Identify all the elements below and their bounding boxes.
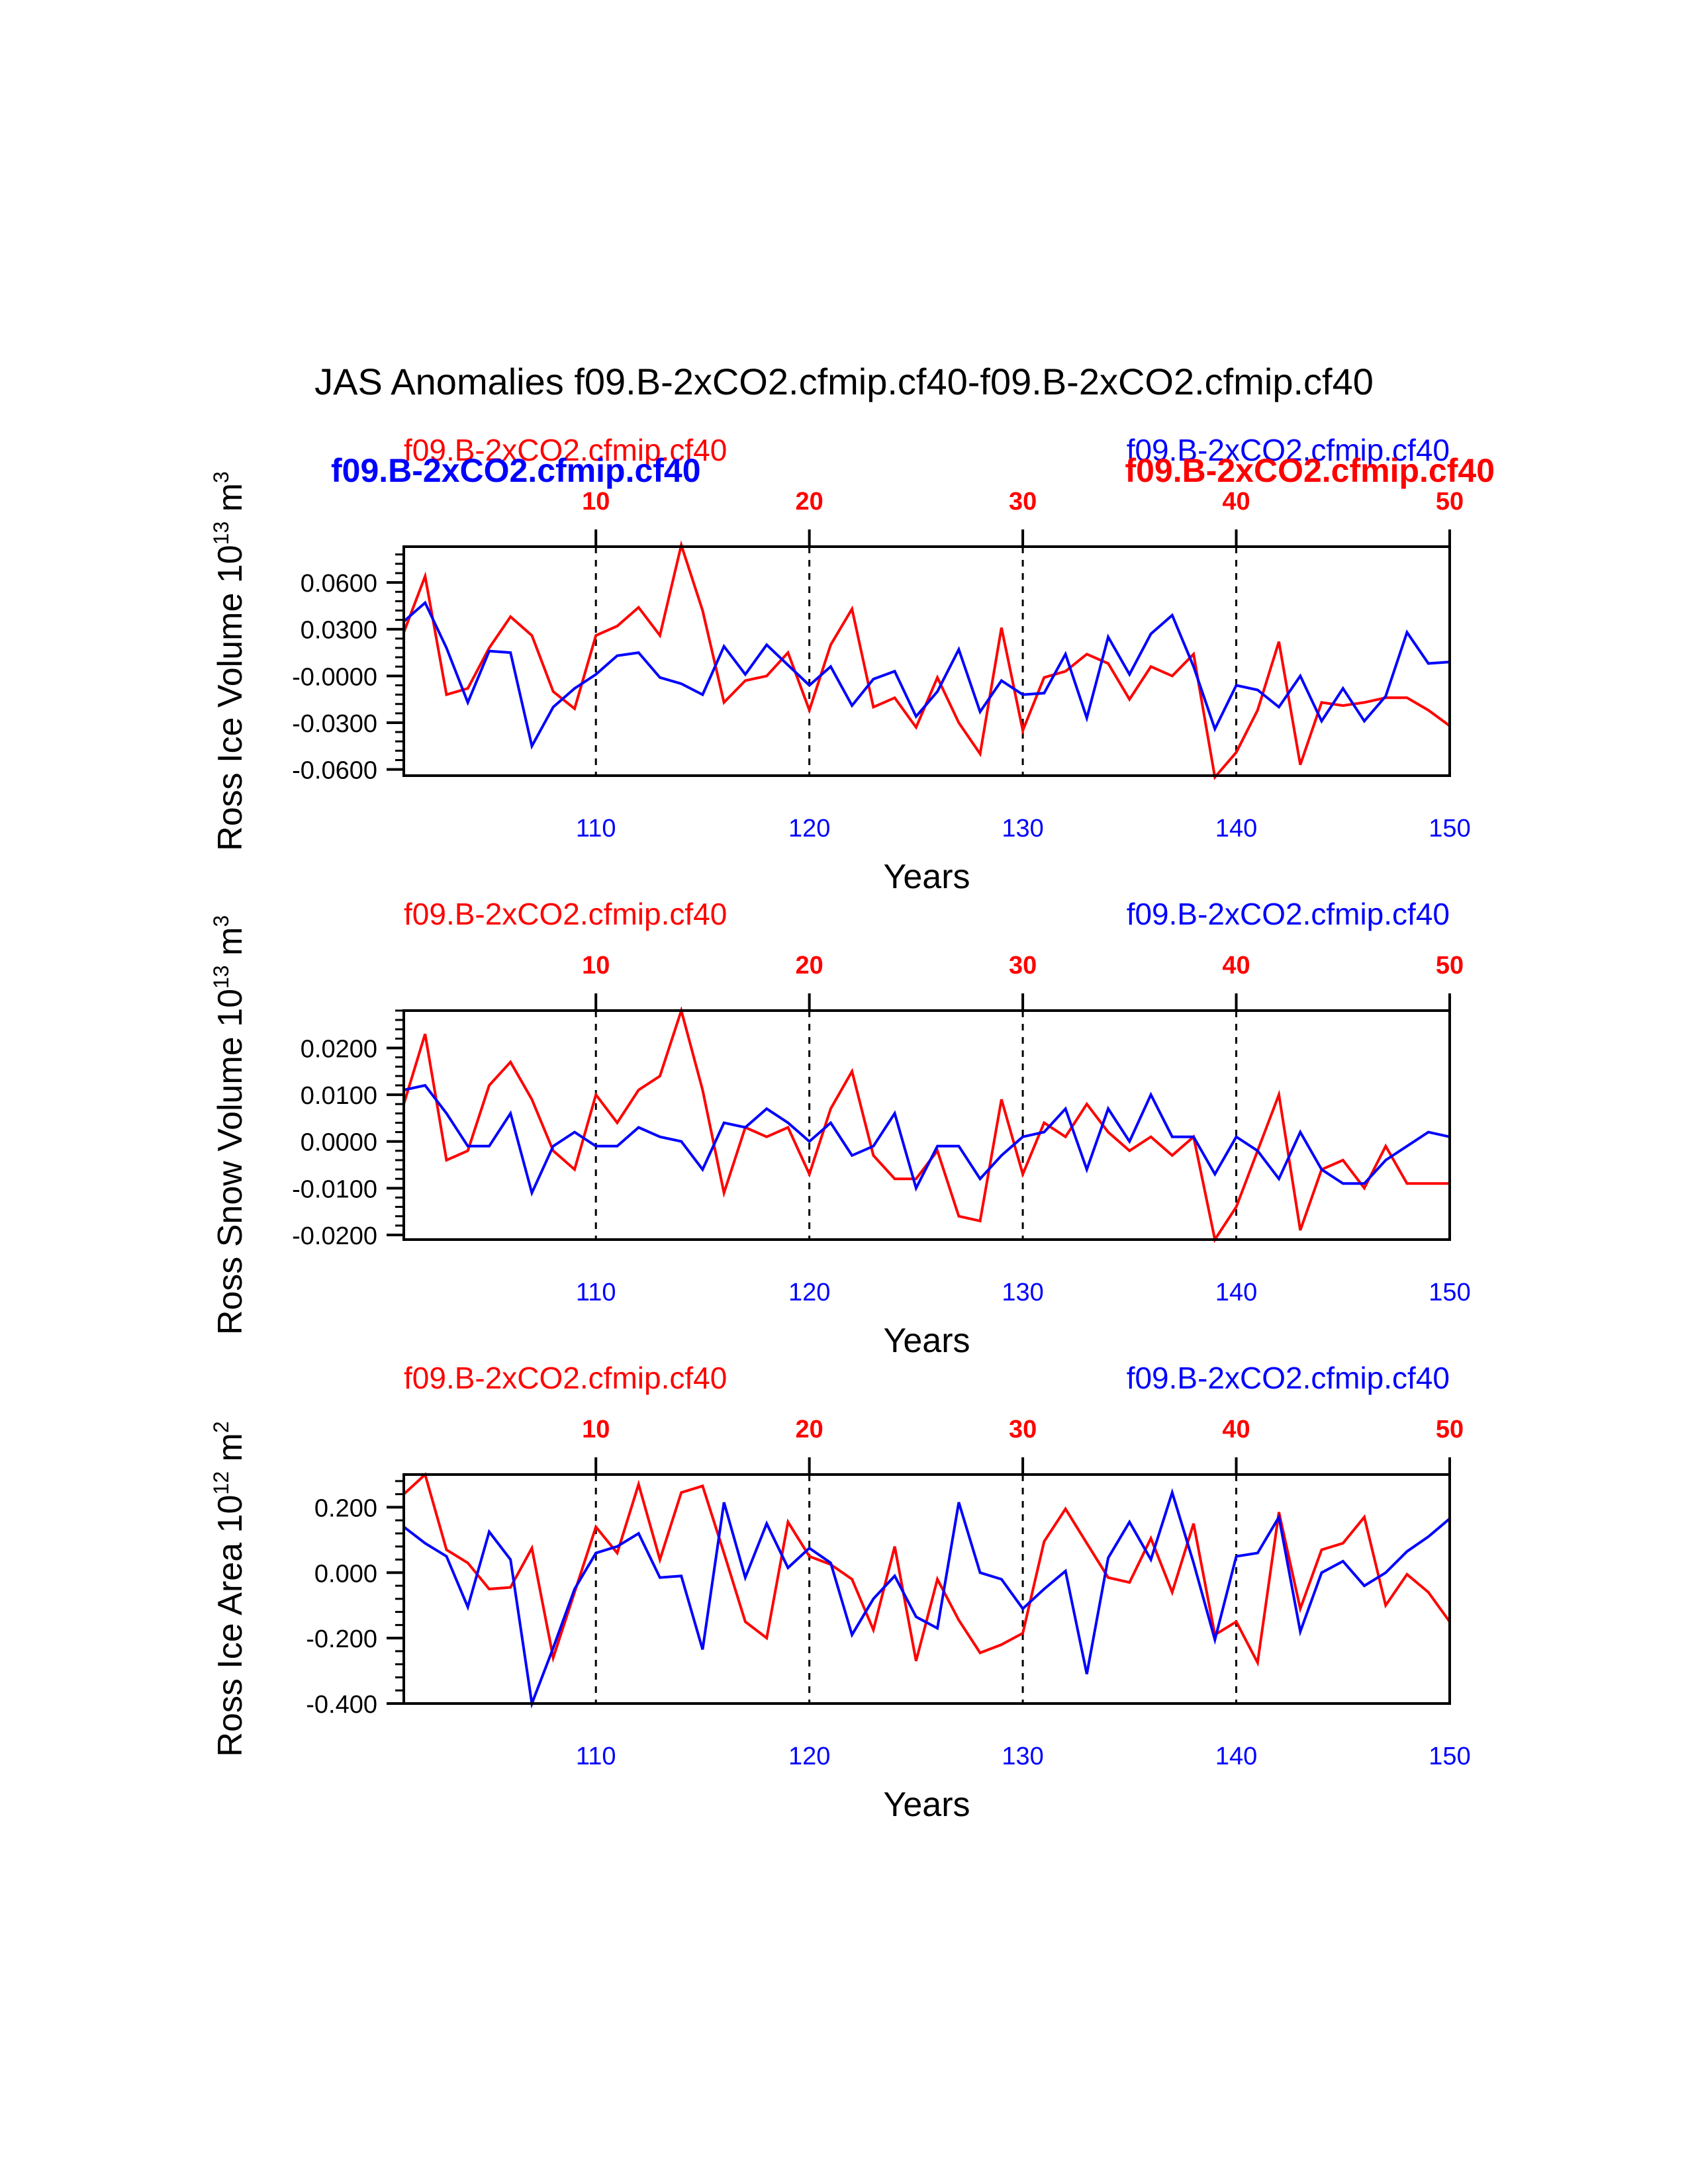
y-tick-label: 0.0300 xyxy=(301,617,377,645)
top-tick-label: 10 xyxy=(582,1416,610,1443)
bottom-tick-label: 110 xyxy=(576,815,616,842)
series-line-blue xyxy=(402,1488,1451,1709)
bottom-tick-label: 140 xyxy=(1215,1279,1257,1306)
y-axis-title-part: m xyxy=(211,927,250,966)
y-tick-label: -0.0600 xyxy=(292,757,377,785)
y-axis-title-superscript: 3 xyxy=(209,915,233,927)
y-axis-title-part: m xyxy=(211,483,250,522)
y-axis-title-part: Ross Ice Area 10 xyxy=(211,1495,250,1757)
plot-frame xyxy=(402,1473,1451,1705)
bottom-tick-label: 130 xyxy=(1002,1279,1043,1306)
top-tick-label: 10 xyxy=(582,488,610,516)
legend-right-blue: f09.B-2xCO2.cfmip.cf40 xyxy=(1127,433,1450,467)
y-axis-title-superscript: 12 xyxy=(209,1471,233,1495)
bottom-tick-label: 120 xyxy=(788,1279,830,1306)
bottom-tick-label: 150 xyxy=(1429,815,1470,842)
top-tick-label: 20 xyxy=(796,488,823,516)
legend-right-blue: f09.B-2xCO2.cfmip.cf40 xyxy=(1127,1361,1450,1395)
y-tick-label: -0.0300 xyxy=(292,710,377,738)
x-axis-title: Years xyxy=(883,1786,970,1824)
figure-title: JAS Anomalies f09.B-2xCO2.cfmip.cf40-f09… xyxy=(314,361,1374,402)
y-tick-label: 0.000 xyxy=(314,1560,377,1588)
y-axis-title: Ross Ice Area 1012 m2 xyxy=(209,1421,250,1756)
bottom-tick-label: 150 xyxy=(1429,1743,1470,1770)
legend-left-red: f09.B-2xCO2.cfmip.cf40 xyxy=(404,433,727,467)
chart-panel-2: -0.0200 -0.0100 0.0000 0.0100 0.0200 10 20 30 40… xyxy=(209,897,1471,1360)
top-tick-label: 20 xyxy=(796,1416,823,1443)
y-axis-title-part: Ross Snow Volume 10 xyxy=(211,989,250,1335)
bottom-tick-label: 110 xyxy=(576,1743,616,1770)
y-tick-label: 0.0200 xyxy=(301,1035,377,1063)
y-tick-label: -0.200 xyxy=(306,1625,377,1653)
y-tick-label: 0.0100 xyxy=(301,1082,377,1110)
y-tick-label: 0.0600 xyxy=(301,570,377,598)
legend-left-blue-bold: f09.B-2xCO2.cfmip.cf40 xyxy=(331,452,701,489)
bottom-tick-label: 140 xyxy=(1215,1743,1257,1770)
top-tick-label: 20 xyxy=(796,952,823,979)
x-axis-title: Years xyxy=(883,858,970,896)
y-tick-label: 0.0000 xyxy=(301,1129,377,1157)
bottom-tick-label: 130 xyxy=(1002,815,1043,842)
y-tick-label: -0.0000 xyxy=(292,663,377,691)
bottom-tick-label: 140 xyxy=(1215,815,1257,842)
plot-frame xyxy=(402,1009,1451,1241)
y-axis-title: Ross Ice Volume 1013 m3 xyxy=(209,471,250,851)
chart-panel-3: -0.400 -0.200 0.000 0.200 10 20 30 40 50 110 120 13… xyxy=(209,1361,1471,1824)
bottom-tick-label: 150 xyxy=(1429,1279,1470,1306)
top-tick-label: 40 xyxy=(1222,952,1250,979)
series-line-blue xyxy=(402,600,1450,750)
legend-left-red: f09.B-2xCO2.cfmip.cf40 xyxy=(404,897,727,931)
top-tick-label: 50 xyxy=(1436,952,1464,979)
top-tick-label: 10 xyxy=(582,952,610,979)
y-axis-title: Ross Snow Volume 1013 m3 xyxy=(209,915,250,1335)
legend-right-blue: f09.B-2xCO2.cfmip.cf40 xyxy=(1127,897,1450,931)
top-tick-label: 40 xyxy=(1222,1416,1250,1443)
top-tick-label: 30 xyxy=(1009,952,1037,979)
legend-left-red: f09.B-2xCO2.cfmip.cf40 xyxy=(404,1361,727,1395)
chart-panel-1: -0.0600 -0.0300 -0.0000 0.0300 0.0600 10 20 30 4… xyxy=(209,433,1495,896)
y-axis-title-superscript: 13 xyxy=(209,522,233,545)
top-tick-label: 50 xyxy=(1436,488,1464,516)
y-axis-title-part: Ross Ice Volume 10 xyxy=(211,545,250,850)
y-axis-title-superscript: 2 xyxy=(209,1421,233,1433)
bottom-tick-label: 130 xyxy=(1002,1743,1043,1770)
legend-right-red-bold: f09.B-2xCO2.cfmip.cf40 xyxy=(1125,452,1495,489)
y-axis-title-superscript: 3 xyxy=(209,471,233,483)
panels: -0.0600 -0.0300 -0.0000 0.0300 0.0600 10 20 30 4… xyxy=(209,433,1495,1824)
y-tick-label: -0.0100 xyxy=(292,1175,377,1203)
top-tick-label: 30 xyxy=(1009,488,1037,516)
top-tick-label: 50 xyxy=(1436,1416,1464,1443)
x-axis-title: Years xyxy=(883,1322,970,1360)
y-tick-label: 0.200 xyxy=(314,1494,377,1522)
top-tick-label: 30 xyxy=(1009,1416,1037,1443)
bottom-tick-label: 110 xyxy=(576,1279,616,1306)
series-line-blue xyxy=(403,1083,1450,1197)
bottom-tick-label: 120 xyxy=(788,1743,830,1770)
bottom-tick-label: 120 xyxy=(788,815,830,842)
y-tick-label: -0.0200 xyxy=(292,1222,377,1250)
y-axis-title-superscript: 13 xyxy=(209,965,233,989)
top-tick-label: 40 xyxy=(1222,488,1250,516)
plot-frame xyxy=(402,545,1451,777)
y-axis-title-part: m xyxy=(211,1433,250,1471)
y-tick-label: -0.400 xyxy=(306,1691,377,1719)
